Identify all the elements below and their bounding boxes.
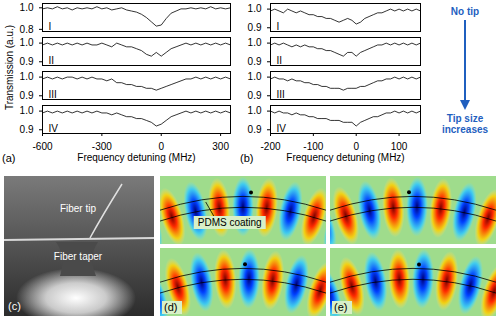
svg-text:0: 0 <box>158 141 164 152</box>
svg-text:(d): (d) <box>164 301 177 313</box>
svg-text:PDMS coating: PDMS coating <box>198 217 262 228</box>
svg-text:0.9: 0.9 <box>20 124 34 135</box>
svg-text:-100: -100 <box>303 141 323 152</box>
svg-text:III: III <box>277 89 285 100</box>
svg-text:(c): (c) <box>8 300 21 312</box>
svg-text:-200: -200 <box>260 141 280 152</box>
svg-text:0.9: 0.9 <box>248 22 262 33</box>
svg-text:I: I <box>49 21 52 32</box>
svg-text:300: 300 <box>212 141 229 152</box>
svg-text:Fiber tip: Fiber tip <box>60 203 97 214</box>
svg-text:100: 100 <box>391 141 408 152</box>
svg-text:0.9: 0.9 <box>20 90 34 101</box>
svg-text:0.9: 0.9 <box>20 56 34 67</box>
svg-text:1.0: 1.0 <box>20 2 34 13</box>
svg-text:0: 0 <box>353 141 359 152</box>
svg-text:II: II <box>49 55 55 66</box>
svg-text:I: I <box>277 21 280 32</box>
svg-text:III: III <box>49 89 57 100</box>
html-text:No tip: No tip <box>450 6 480 17</box>
svg-text:IV: IV <box>277 123 287 134</box>
svg-text:Fiber taper: Fiber taper <box>54 251 103 262</box>
svg-text:(e): (e) <box>334 301 347 313</box>
html-text:(b): (b) <box>240 152 254 164</box>
svg-text:1.0: 1.0 <box>20 71 34 82</box>
svg-text:-600: -600 <box>32 141 52 152</box>
svg-text:II: II <box>277 55 283 66</box>
svg-text:-300: -300 <box>92 141 112 152</box>
svg-text:0.9: 0.9 <box>248 56 262 67</box>
svg-text:1.0: 1.0 <box>248 105 262 116</box>
svg-text:1.0: 1.0 <box>248 3 262 14</box>
svg-text:Frequency detuning (MHz): Frequency detuning (MHz) <box>286 152 404 163</box>
svg-text:1.0: 1.0 <box>248 71 262 82</box>
svg-text:0.9: 0.9 <box>248 124 262 135</box>
svg-text:1.0: 1.0 <box>20 37 34 48</box>
svg-text:1.0: 1.0 <box>248 37 262 48</box>
svg-text:1.0: 1.0 <box>20 105 34 116</box>
html-text:(a): (a) <box>2 152 16 164</box>
svg-text:IV: IV <box>49 123 59 134</box>
html-text:Tip size increases: Tip size increases <box>441 113 489 135</box>
svg-text:0.9: 0.9 <box>248 90 262 101</box>
svg-text:Frequency detuning (MHz): Frequency detuning (MHz) <box>77 152 195 163</box>
svg-text:0.8: 0.8 <box>20 24 34 35</box>
html-text:Transmission (a.u.): Transmission (a.u.) <box>3 24 15 111</box>
